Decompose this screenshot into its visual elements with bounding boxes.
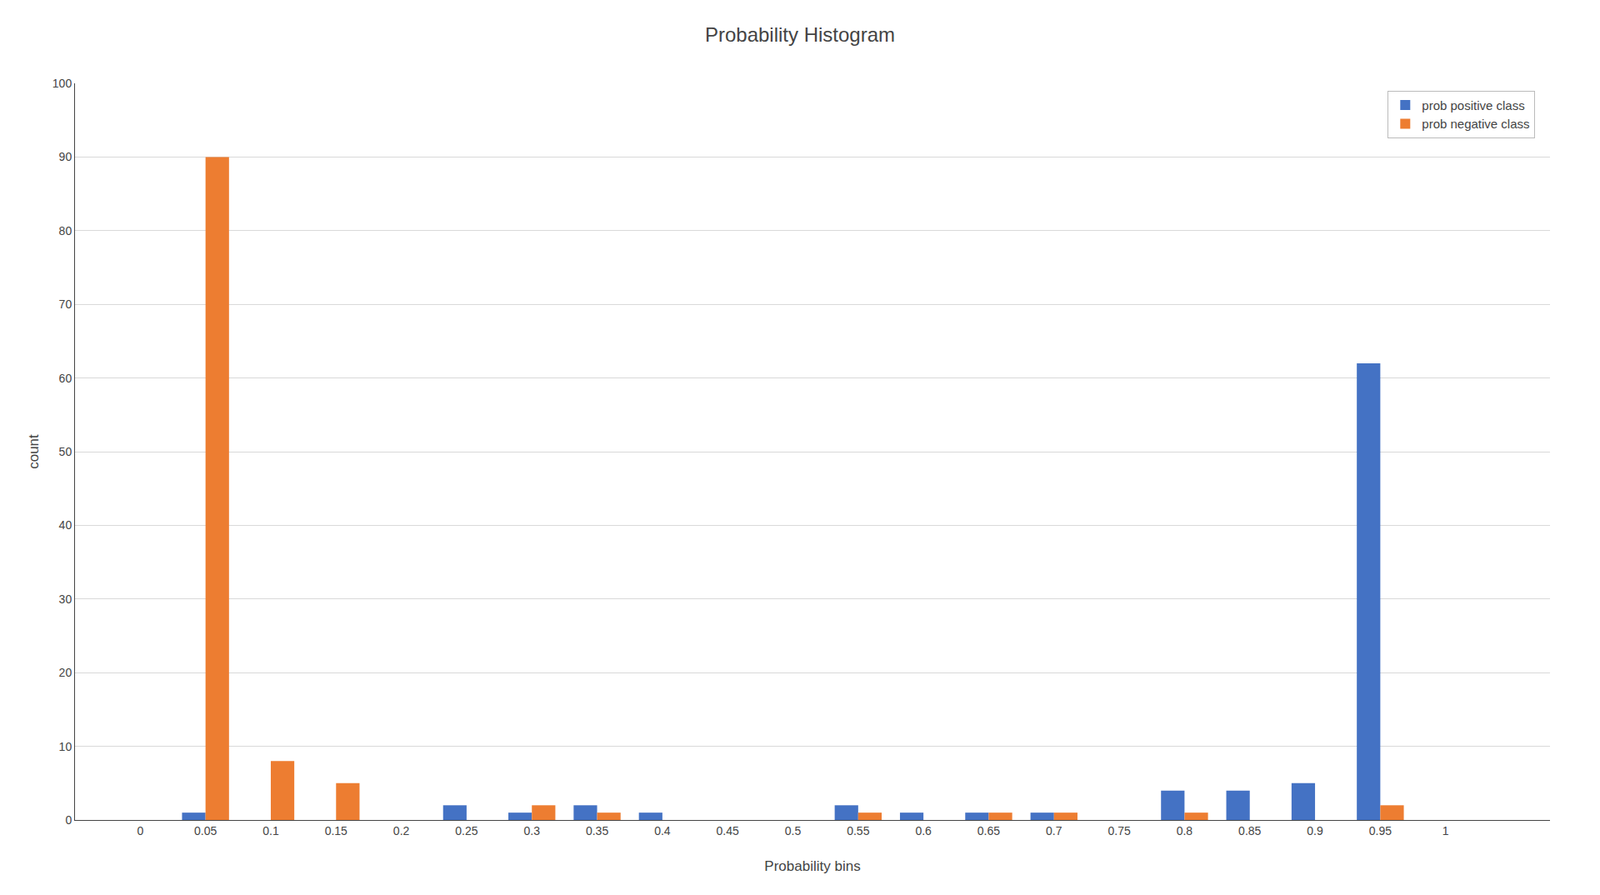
svg-text:0: 0 xyxy=(65,813,72,827)
svg-text:50: 50 xyxy=(59,445,73,459)
svg-text:40: 40 xyxy=(59,518,73,532)
svg-text:0.55: 0.55 xyxy=(846,824,870,838)
svg-text:0.25: 0.25 xyxy=(455,824,478,838)
svg-text:Probability Histogram: Probability Histogram xyxy=(705,23,895,46)
svg-text:30: 30 xyxy=(59,592,73,606)
svg-text:Probability bins: Probability bins xyxy=(764,858,860,875)
svg-text:0.5: 0.5 xyxy=(785,824,802,838)
svg-text:0.65: 0.65 xyxy=(977,824,1000,838)
svg-text:0.4: 0.4 xyxy=(654,824,671,838)
svg-text:20: 20 xyxy=(59,665,73,680)
svg-text:0.9: 0.9 xyxy=(1306,824,1324,838)
svg-text:prob positive class: prob positive class xyxy=(1421,98,1525,113)
svg-text:0.05: 0.05 xyxy=(194,824,217,838)
svg-text:0.15: 0.15 xyxy=(325,824,348,838)
svg-text:1: 1 xyxy=(1442,824,1450,838)
svg-text:0.95: 0.95 xyxy=(1369,824,1392,838)
svg-text:0: 0 xyxy=(136,824,144,838)
svg-text:prob negative class: prob negative class xyxy=(1421,116,1530,131)
svg-text:0.3: 0.3 xyxy=(523,824,540,838)
svg-text:100: 100 xyxy=(52,76,73,90)
svg-text:count: count xyxy=(25,434,42,470)
svg-text:0.6: 0.6 xyxy=(915,824,932,838)
svg-text:0.45: 0.45 xyxy=(716,824,740,838)
svg-text:0.35: 0.35 xyxy=(585,824,609,838)
svg-text:10: 10 xyxy=(59,740,73,754)
svg-text:0.2: 0.2 xyxy=(393,824,410,838)
svg-text:0.8: 0.8 xyxy=(1176,824,1194,838)
svg-text:0.85: 0.85 xyxy=(1238,824,1261,838)
svg-text:90: 90 xyxy=(59,150,73,164)
svg-text:70: 70 xyxy=(59,297,73,311)
svg-text:60: 60 xyxy=(59,371,73,385)
svg-text:80: 80 xyxy=(59,224,73,238)
svg-text:0.75: 0.75 xyxy=(1107,824,1130,838)
svg-text:0.7: 0.7 xyxy=(1045,824,1063,838)
svg-text:0.1: 0.1 xyxy=(262,824,280,838)
